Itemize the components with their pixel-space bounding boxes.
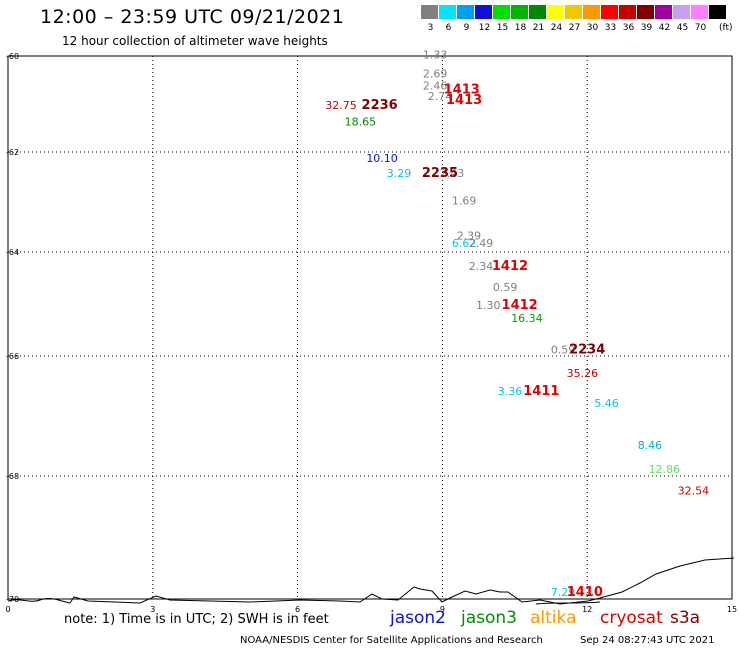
longitude-labels: 0 3 6 9 12 15 (5, 605, 737, 614)
scale-label: 15 (496, 23, 509, 33)
latitude-label: -62 (6, 148, 19, 157)
wave-height-value: 7.29 (551, 586, 576, 599)
scale-swatch (637, 5, 654, 19)
latitude-label: -60 (6, 52, 19, 61)
pass-time-label: 1410 (567, 585, 603, 600)
latitude-label: -64 (6, 248, 19, 257)
latitude-label: -68 (6, 472, 19, 481)
scale-label: 3 (427, 23, 434, 33)
map-title: 12:00 – 23:59 UTC 09/21/2021 (40, 6, 345, 28)
scale-label: 12 (478, 23, 491, 33)
scale-label: 70 (694, 23, 707, 33)
satellite-legend-item: jason2 (390, 608, 446, 628)
scale-label: 21 (532, 23, 545, 33)
scale-label: 39 (640, 23, 653, 33)
scale-swatch (565, 5, 582, 19)
satellite-legend-item: cryosat (600, 608, 663, 628)
scale-swatch (619, 5, 636, 19)
wave-height-value: 2.46 (423, 80, 448, 93)
wave-height-value: 1.69 (452, 195, 477, 208)
scale-label: 42 (658, 23, 671, 33)
latitude-labels: -60 -62 -64 -66 -68 -70 (6, 52, 19, 604)
scale-swatch (691, 5, 708, 19)
map-gridlines (7, 55, 733, 600)
scale-label: 27 (568, 23, 581, 33)
pass-time-label: 2236 (362, 98, 398, 113)
wave-height-value: 3.29 (387, 167, 412, 180)
scale-label: 9 (463, 23, 470, 33)
wave-height-value: 2.74 (428, 90, 453, 103)
pass-time-label: 2234 (569, 342, 605, 357)
map-subtitle: 12 hour collection of altimeter wave hei… (62, 34, 328, 48)
scale-swatch (583, 5, 600, 19)
wave-height-value: 1.30 (476, 299, 501, 312)
pass-time-label: 1413 (444, 82, 480, 97)
longitude-label: 9 (440, 605, 445, 614)
wave-height-value: 12.86 (649, 463, 681, 476)
scale-swatch (421, 5, 438, 19)
map-frame (7, 55, 733, 600)
wave-height-value: 2.43 (440, 167, 465, 180)
wave-height-value: 6.62 (452, 237, 477, 250)
longitude-label: 6 (295, 605, 300, 614)
wave-height-value: 0.59 (551, 343, 576, 356)
scale-label: 30 (586, 23, 599, 33)
scale-swatch (475, 5, 492, 19)
satellite-legend-item: jason3 (461, 608, 517, 628)
longitude-label: 0 (5, 605, 10, 614)
ice-shelf-outline (535, 601, 601, 605)
scale-swatch (529, 5, 546, 19)
wave-height-value: 16.34 (511, 312, 543, 325)
scale-swatch (655, 5, 672, 19)
longitude-label: 15 (727, 605, 737, 614)
wave-height-value: 10.10 (366, 152, 398, 165)
scale-swatch (547, 5, 564, 19)
scale-unit: (ft) (719, 23, 733, 33)
pass-time-label: 2235 (422, 166, 458, 181)
longitude-label: 12 (582, 605, 592, 614)
wave-height-value: 35.26 (567, 367, 599, 380)
wave-height-value: 3.36 (498, 385, 523, 398)
wave-height-value: 2.69 (423, 68, 448, 81)
scale-label: 24 (550, 23, 563, 33)
wave-height-value: 0.59 (493, 281, 518, 294)
scale-swatch (709, 5, 726, 19)
latitude-label: -70 (6, 595, 19, 604)
wave-height-value: 18.65 (345, 116, 377, 129)
pass-time-label: 1412 (502, 298, 538, 313)
footer-note: note: 1) Time is in UTC; 2) SWH is in fe… (64, 612, 329, 627)
latitude-label: -66 (6, 352, 19, 361)
wave-height-value: 2.34 (469, 260, 494, 273)
longitude-label: 3 (150, 605, 155, 614)
wave-height-value: 32.75 (325, 99, 357, 112)
scale-swatch (673, 5, 690, 19)
pass-time-label: 1411 (523, 384, 559, 399)
scale-label: 18 (514, 23, 527, 33)
scale-swatch (493, 5, 510, 19)
scale-swatch (511, 5, 528, 19)
wave-height-value: 5.46 (594, 397, 619, 410)
wave-height-value: 1.33 (423, 48, 448, 61)
satellite-legend-item: s3a (670, 608, 701, 628)
wave-height-value: 2.49 (469, 237, 494, 250)
scale-label: 6 (445, 23, 452, 33)
scale-label: 33 (604, 23, 617, 33)
pass-time-label: 1413 (446, 93, 482, 108)
generated-timestamp: Sep 24 08:27:43 UTC 2021 (580, 635, 715, 646)
scale-label: 45 (676, 23, 689, 33)
scale-swatch (457, 5, 474, 19)
scale-swatch (601, 5, 618, 19)
wave-height-value: 8.46 (638, 439, 663, 452)
scale-label: 36 (622, 23, 635, 33)
satellite-legend-item: altika (530, 608, 577, 628)
antarctic-coastline (7, 557, 735, 605)
wave-height-value: 2.39 (457, 230, 482, 243)
scale-swatch (439, 5, 456, 19)
wave-height-value: 32.54 (678, 484, 710, 497)
pass-time-label: 1412 (492, 259, 528, 274)
credit-line: NOAA/NESDIS Center for Satellite Applica… (240, 635, 543, 646)
